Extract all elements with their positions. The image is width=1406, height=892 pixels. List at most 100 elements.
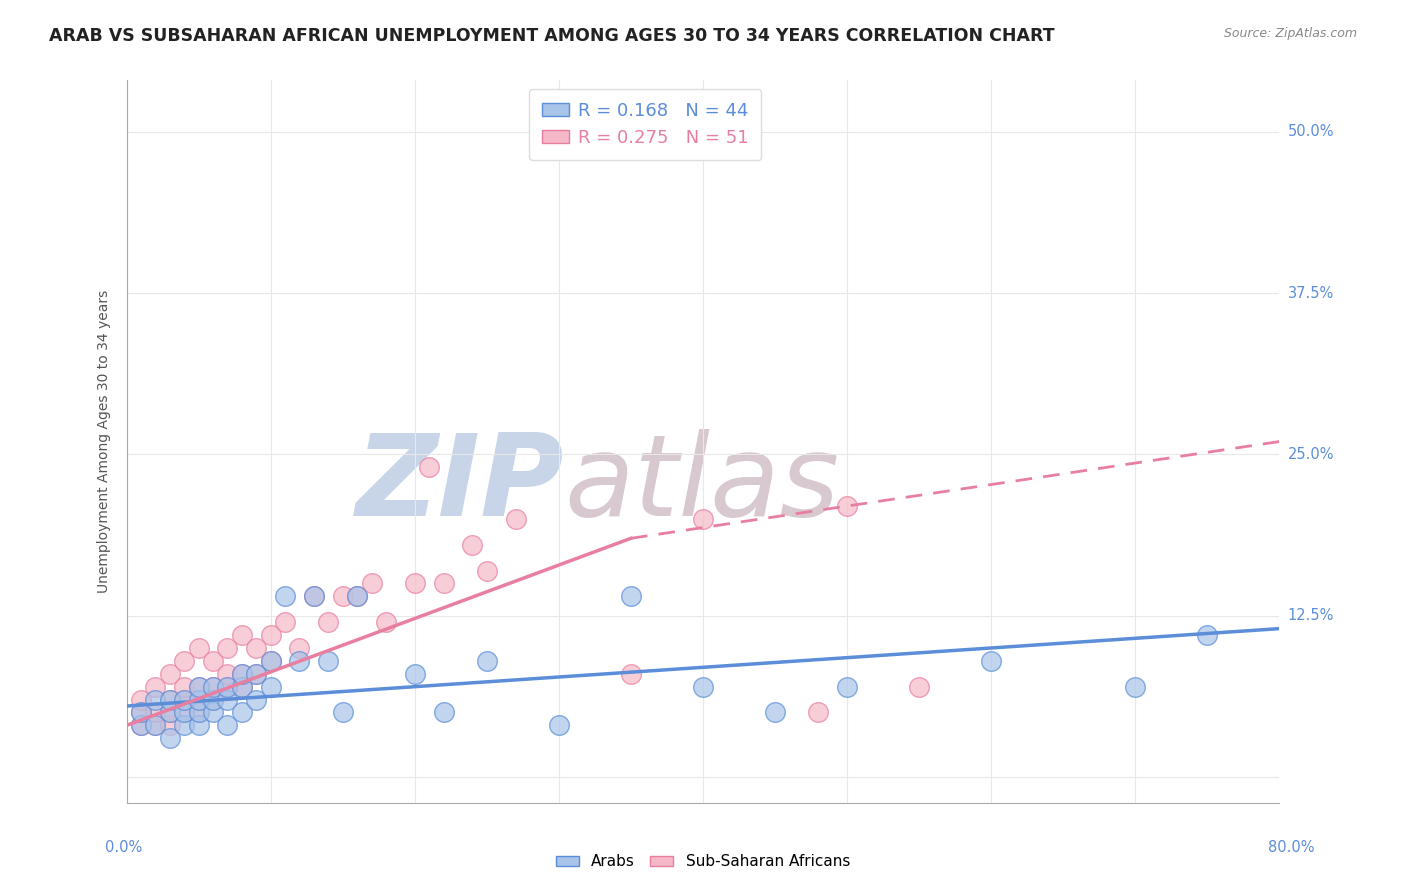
Point: [159, 731, 181, 746]
Point: [332, 590, 354, 604]
Point: [129, 718, 152, 732]
Point: [187, 640, 209, 655]
Point: [202, 680, 225, 694]
Point: [173, 706, 195, 720]
Point: [145, 692, 166, 706]
Point: [202, 706, 225, 720]
Point: [187, 692, 209, 706]
Text: 37.5%: 37.5%: [1288, 285, 1334, 301]
Text: 12.5%: 12.5%: [1288, 608, 1334, 624]
Point: [374, 615, 398, 630]
Point: [173, 706, 195, 720]
Point: [187, 692, 209, 706]
Point: [187, 680, 209, 694]
Point: [505, 512, 527, 526]
Point: [159, 692, 181, 706]
Point: [159, 718, 181, 732]
Point: [259, 680, 281, 694]
Point: [187, 718, 209, 732]
Point: [259, 654, 281, 668]
Point: [274, 590, 297, 604]
Point: [145, 706, 166, 720]
Point: [231, 666, 253, 681]
Point: [159, 692, 181, 706]
Point: [217, 692, 239, 706]
Point: [1197, 628, 1219, 642]
Point: [202, 692, 225, 706]
Text: ARAB VS SUBSAHARAN AFRICAN UNEMPLOYMENT AMONG AGES 30 TO 34 YEARS CORRELATION CH: ARAB VS SUBSAHARAN AFRICAN UNEMPLOYMENT …: [49, 27, 1054, 45]
Point: [475, 564, 498, 578]
Point: [332, 706, 354, 720]
Point: [404, 576, 426, 591]
Point: [245, 692, 267, 706]
Point: [245, 640, 267, 655]
Text: 0.0%: 0.0%: [105, 840, 142, 855]
Point: [159, 706, 181, 720]
Point: [245, 666, 267, 681]
Point: [620, 666, 643, 681]
Point: [692, 680, 714, 694]
Point: [548, 125, 571, 139]
Point: [980, 654, 1002, 668]
Point: [173, 654, 195, 668]
Legend: Arabs, Sub-Saharan Africans: Arabs, Sub-Saharan Africans: [550, 848, 856, 875]
Point: [433, 706, 456, 720]
Point: [159, 666, 181, 681]
Point: [346, 590, 368, 604]
Text: Source: ZipAtlas.com: Source: ZipAtlas.com: [1223, 27, 1357, 40]
Point: [217, 680, 239, 694]
Point: [129, 706, 152, 720]
Text: 50.0%: 50.0%: [1288, 124, 1334, 139]
Point: [129, 718, 152, 732]
Point: [202, 680, 225, 694]
Point: [908, 680, 931, 694]
Point: [129, 706, 152, 720]
Point: [692, 512, 714, 526]
Point: [548, 718, 571, 732]
Point: [202, 654, 225, 668]
Point: [245, 666, 267, 681]
Point: [145, 718, 166, 732]
Point: [231, 628, 253, 642]
Point: [145, 718, 166, 732]
Point: [288, 654, 311, 668]
Point: [173, 692, 195, 706]
Point: [217, 640, 239, 655]
Point: [318, 654, 340, 668]
Point: [302, 590, 325, 604]
Point: [231, 706, 253, 720]
Point: [835, 680, 858, 694]
Point: [259, 654, 281, 668]
Text: 80.0%: 80.0%: [1268, 840, 1315, 855]
Point: [217, 666, 239, 681]
Point: [202, 692, 225, 706]
Point: [145, 680, 166, 694]
Text: atlas: atlas: [565, 429, 839, 541]
Point: [404, 666, 426, 681]
Point: [763, 706, 786, 720]
Point: [129, 692, 152, 706]
Text: ZIP: ZIP: [356, 429, 565, 541]
Y-axis label: Unemployment Among Ages 30 to 34 years: Unemployment Among Ages 30 to 34 years: [97, 290, 111, 593]
Point: [217, 680, 239, 694]
Point: [318, 615, 340, 630]
Point: [461, 538, 484, 552]
Point: [302, 590, 325, 604]
Point: [173, 680, 195, 694]
Point: [231, 666, 253, 681]
Point: [173, 718, 195, 732]
Point: [173, 692, 195, 706]
Point: [620, 590, 643, 604]
Legend: R = 0.168   N = 44, R = 0.275   N = 51: R = 0.168 N = 44, R = 0.275 N = 51: [529, 89, 762, 160]
Point: [1125, 680, 1147, 694]
Point: [259, 628, 281, 642]
Point: [360, 576, 382, 591]
Point: [475, 654, 498, 668]
Point: [274, 615, 297, 630]
Point: [187, 706, 209, 720]
Point: [231, 680, 253, 694]
Point: [346, 590, 368, 604]
Point: [217, 718, 239, 732]
Point: [159, 706, 181, 720]
Point: [433, 576, 456, 591]
